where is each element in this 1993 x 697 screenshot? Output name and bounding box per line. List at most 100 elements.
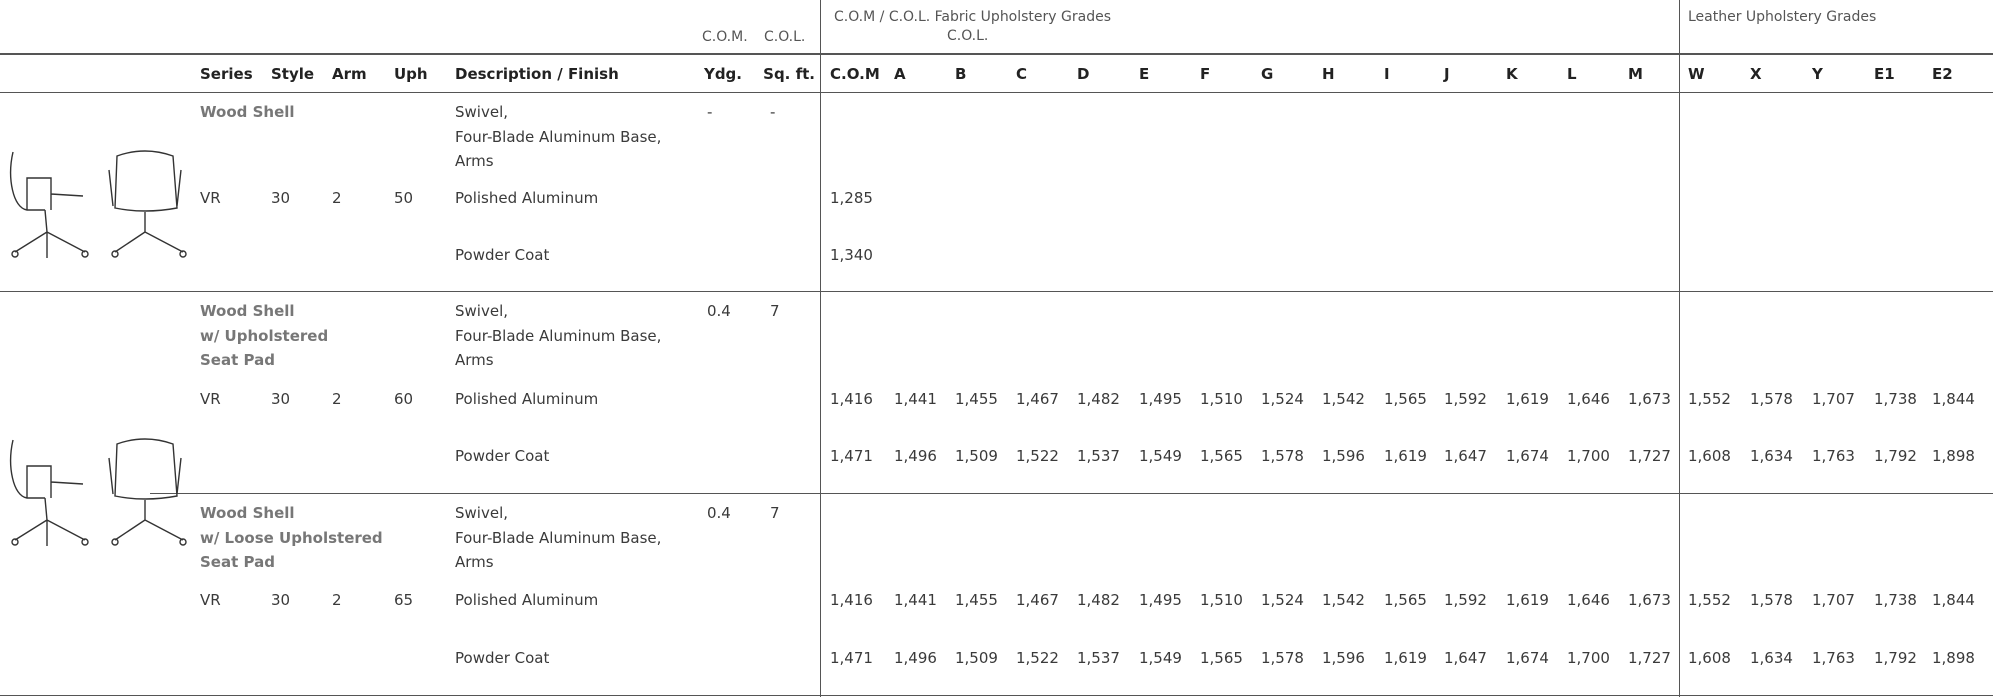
column-header: L <box>1567 65 1577 83</box>
price: 1,738 <box>1874 390 1917 408</box>
column-header: F <box>1200 65 1211 83</box>
column-header: D <box>1077 65 1090 83</box>
price: 1,510 <box>1200 390 1243 408</box>
price: 1,646 <box>1567 390 1610 408</box>
description: Arms <box>455 152 494 170</box>
description: Swivel, <box>455 302 508 320</box>
price: 1,707 <box>1812 390 1855 408</box>
price: 1,552 <box>1688 390 1731 408</box>
uph: 65 <box>394 591 414 609</box>
column-header: Description / Finish <box>455 65 619 83</box>
price: 1,482 <box>1077 390 1120 408</box>
price: 1,647 <box>1444 447 1487 465</box>
divider <box>820 0 821 697</box>
price: 1,496 <box>894 447 937 465</box>
chair-icons <box>10 438 187 546</box>
price: 1,482 <box>1077 591 1120 609</box>
rule <box>0 92 1993 93</box>
price: 1,700 <box>1567 447 1610 465</box>
column-header: Style <box>271 65 315 83</box>
uph: 60 <box>394 390 414 408</box>
price: 1,471 <box>830 447 873 465</box>
column-header: X <box>1750 65 1762 83</box>
finish: Polished Aluminum <box>455 189 599 207</box>
price: 1,792 <box>1874 649 1917 667</box>
column-header: M <box>1628 65 1643 83</box>
description: Four-Blade Aluminum Base, <box>455 127 662 146</box>
column-header: E <box>1139 65 1150 83</box>
price: 1,673 <box>1628 390 1671 408</box>
price: 1,510 <box>1200 591 1243 609</box>
price: 1,285 <box>830 189 873 207</box>
price: 1,542 <box>1322 591 1365 609</box>
price: 1,596 <box>1322 649 1365 667</box>
price: 1,524 <box>1261 591 1304 609</box>
price: 1,619 <box>1506 390 1549 408</box>
description: Swivel, <box>455 504 508 522</box>
group-title: C.O.M / C.O.L. Fabric Upholstery Grades <box>834 9 1112 25</box>
price: 1,634 <box>1750 649 1793 667</box>
chair-icons <box>10 150 187 258</box>
price: 1,552 <box>1688 591 1731 609</box>
price: 1,549 <box>1139 447 1182 465</box>
group-subtitle: C.O.L. <box>947 28 989 44</box>
price: 1,522 <box>1016 649 1059 667</box>
ydg: 0.4 <box>707 504 731 522</box>
rule <box>0 291 1993 292</box>
price: 1,565 <box>1200 649 1243 667</box>
price: 1,674 <box>1506 649 1549 667</box>
price: 1,524 <box>1261 390 1304 408</box>
price: 1,763 <box>1812 447 1855 465</box>
price: 1,738 <box>1874 591 1917 609</box>
column-header: Uph <box>394 65 428 83</box>
price: 1,537 <box>1077 649 1120 667</box>
column-header: K <box>1506 65 1518 83</box>
price: 1,844 <box>1932 591 1975 609</box>
arm: 2 <box>332 189 342 207</box>
finish: Polished Aluminum <box>455 390 599 408</box>
column-header: B <box>955 65 967 83</box>
column-header: E2 <box>1932 65 1953 83</box>
series: VR <box>200 189 221 207</box>
description: Swivel, <box>455 103 508 121</box>
group-title: Leather Upholstery Grades <box>1688 9 1877 25</box>
ydg: 0.4 <box>707 302 731 320</box>
section-name: Wood Shell <box>200 504 295 522</box>
price: 1,340 <box>830 246 873 264</box>
column-header: Series <box>200 65 253 83</box>
price: 1,673 <box>1628 591 1671 609</box>
column-header: I <box>1384 65 1390 83</box>
column-header: A <box>894 65 906 83</box>
price: 1,565 <box>1384 390 1427 408</box>
series: VR <box>200 390 221 408</box>
description: Arms <box>455 351 494 369</box>
price: 1,619 <box>1384 649 1427 667</box>
price: 1,578 <box>1261 649 1304 667</box>
column-header: C.O.M <box>830 65 880 83</box>
price: 1,619 <box>1384 447 1427 465</box>
style: 30 <box>271 591 291 609</box>
column-header: Y <box>1812 65 1823 83</box>
price: 1,509 <box>955 447 998 465</box>
price: 1,592 <box>1444 591 1487 609</box>
price: 1,455 <box>955 390 998 408</box>
finish: Powder Coat <box>455 447 550 465</box>
arm: 2 <box>332 591 342 609</box>
ydg: - <box>707 103 713 121</box>
price: 1,727 <box>1628 447 1671 465</box>
arm: 2 <box>332 390 342 408</box>
price: 1,542 <box>1322 390 1365 408</box>
sqft: 7 <box>770 504 780 522</box>
column-header: J <box>1444 65 1450 83</box>
price: 1,467 <box>1016 390 1059 408</box>
section-name: Seat Pad <box>200 553 275 571</box>
price: 1,619 <box>1506 591 1549 609</box>
price: 1,496 <box>894 649 937 667</box>
finish: Powder Coat <box>455 649 550 667</box>
column-header: E1 <box>1874 65 1895 83</box>
price: 1,707 <box>1812 591 1855 609</box>
rule <box>0 53 1993 55</box>
price: 1,495 <box>1139 390 1182 408</box>
divider <box>1679 0 1680 697</box>
